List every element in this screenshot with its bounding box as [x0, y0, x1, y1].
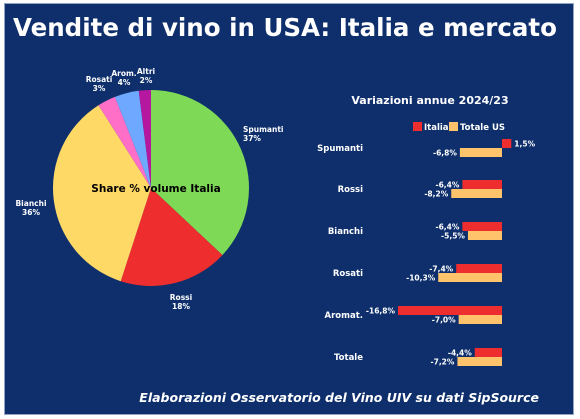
- bar-value-spumanti-totale-us: -6,8%: [433, 149, 457, 158]
- pie-slice-rossi: [120, 188, 223, 286]
- bar-spumanti-italia: [502, 139, 512, 148]
- bar-aromat-italia: [398, 306, 502, 315]
- category-label-aromat: Aromat.: [325, 311, 364, 321]
- bar-aromat-totale-us: [458, 315, 502, 324]
- legend-label-totale-us: Totale US: [460, 123, 505, 133]
- pie-slice-rosati: [98, 96, 151, 188]
- pie-value-rossi: 18%: [172, 302, 190, 311]
- pie-value-bianchi: 36%: [22, 208, 40, 217]
- pie-label-spumanti: Spumanti: [243, 125, 283, 134]
- bar-bianchi-totale-us: [467, 231, 502, 240]
- bar-rosati-totale-us: [438, 273, 502, 282]
- pie-slice-arom: [114, 90, 151, 188]
- bar-spumanti-totale-us: [459, 148, 502, 157]
- pie-value-arom: 4%: [118, 78, 131, 87]
- category-label-spumanti: Spumanti: [317, 144, 363, 154]
- pie-label-arom: Arom.: [111, 69, 136, 78]
- infographic-panel: Vendite di vino in USA: Italia e mercato…: [4, 3, 574, 415]
- pie-value-altri: 2%: [140, 76, 153, 85]
- pie-label-altri: Altri: [137, 67, 155, 76]
- pie-value-rosati: 3%: [93, 84, 106, 93]
- bar-value-aromat-italia: -16,8%: [366, 307, 396, 316]
- category-label-bianchi: Bianchi: [328, 227, 363, 237]
- bar-value-rossi-italia: -6,4%: [435, 181, 459, 190]
- legend-label-italia: Italia: [424, 123, 449, 133]
- bar-value-rosati-italia: -7,4%: [429, 265, 453, 274]
- legend-swatch-italia: [413, 122, 422, 131]
- pie-slice-spumanti: [151, 90, 249, 256]
- bar-value-bianchi-italia: -6,4%: [435, 223, 459, 232]
- pie-label-bianchi: Bianchi: [15, 199, 46, 208]
- pie-slice-altri: [138, 90, 151, 188]
- legend-swatch-totale-us: [449, 122, 458, 131]
- pie-slice-bianchi: [53, 105, 152, 282]
- bar-value-totale-italia: -4,4%: [448, 349, 472, 358]
- bar-chart: Variazioni annue 2024/23 Italia Totale US S…: [317, 94, 535, 367]
- bar-bianchi-italia: [462, 222, 502, 231]
- bar-totale-italia: [474, 348, 502, 357]
- bar-rossi-italia: [462, 180, 502, 189]
- main-title: Vendite di vino in USA: Italia e mercato: [13, 13, 557, 42]
- bar-totale-totale-us: [457, 357, 502, 366]
- bar-chart-title: Variazioni annue 2024/23: [351, 94, 508, 107]
- bar-value-totale-totale-us: -7,2%: [431, 358, 455, 367]
- category-label-totale: Totale: [334, 353, 363, 363]
- category-label-rosati: Rosati: [333, 269, 363, 279]
- bar-value-spumanti-italia: 1,5%: [514, 140, 535, 149]
- source-note: Elaborazioni Osservatorio del Vino UIV s…: [139, 390, 539, 405]
- pie-label-rosati: Rosati: [86, 75, 113, 84]
- bar-value-rosati-totale-us: -10,3%: [406, 274, 436, 283]
- pie-value-spumanti: 37%: [243, 134, 261, 143]
- pie-title: Share % volume Italia: [91, 183, 220, 195]
- bar-rosati-italia: [456, 264, 502, 273]
- bar-value-bianchi-totale-us: -5,5%: [441, 232, 465, 241]
- bar-value-aromat-totale-us: -7,0%: [432, 316, 456, 325]
- bar-rossi-totale-us: [451, 189, 502, 198]
- pie-label-rossi: Rossi: [170, 293, 192, 302]
- category-label-rossi: Rossi: [338, 185, 364, 195]
- bar-value-rossi-totale-us: -8,2%: [424, 190, 448, 199]
